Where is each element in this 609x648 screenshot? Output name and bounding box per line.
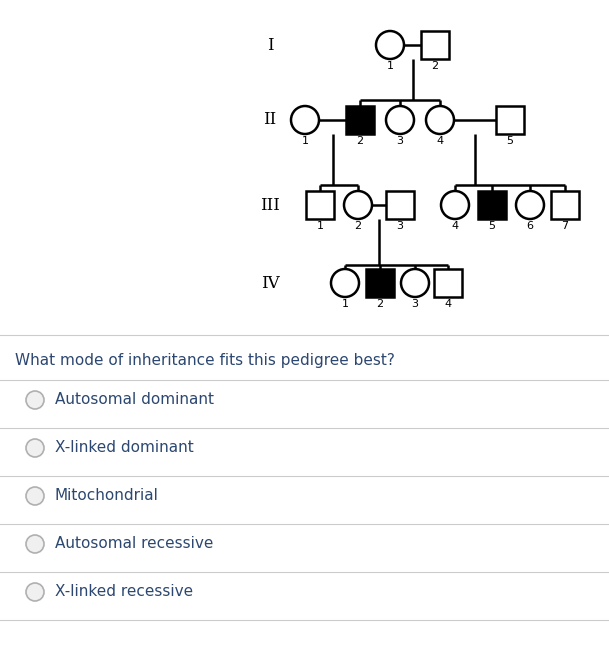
Circle shape [344,191,372,219]
Text: X-linked dominant: X-linked dominant [55,441,194,456]
Circle shape [291,106,319,134]
Circle shape [26,487,44,505]
Text: 4: 4 [437,136,443,146]
Text: Autosomal recessive: Autosomal recessive [55,537,213,551]
Bar [434,269,462,297]
Text: 1: 1 [387,61,393,71]
Circle shape [401,269,429,297]
Circle shape [441,191,469,219]
Bar [421,31,449,59]
Circle shape [376,31,404,59]
Text: 3: 3 [396,136,404,146]
Text: 1: 1 [317,221,323,231]
Text: 3: 3 [412,299,418,309]
Circle shape [26,535,44,553]
Circle shape [426,106,454,134]
Text: 2: 2 [356,136,364,146]
Circle shape [26,391,44,409]
Text: 4: 4 [451,221,459,231]
Text: 5: 5 [488,221,496,231]
Text: 1: 1 [342,299,348,309]
Text: 3: 3 [396,221,404,231]
Text: 2: 2 [431,61,438,71]
Text: III: III [260,196,280,213]
Bar [346,106,374,134]
Circle shape [26,439,44,457]
Circle shape [386,106,414,134]
Text: What mode of inheritance fits this pedigree best?: What mode of inheritance fits this pedig… [15,353,395,367]
Text: 4: 4 [445,299,451,309]
Text: X-linked recessive: X-linked recessive [55,584,193,599]
Text: 5: 5 [507,136,513,146]
Text: 1: 1 [301,136,309,146]
Text: IV: IV [261,275,280,292]
Bar [386,191,414,219]
Bar [551,191,579,219]
Text: 7: 7 [561,221,569,231]
Text: 2: 2 [354,221,362,231]
Text: I: I [267,36,273,54]
Text: 6: 6 [527,221,533,231]
Bar [366,269,394,297]
Text: 2: 2 [376,299,384,309]
Circle shape [331,269,359,297]
Bar [496,106,524,134]
Text: II: II [263,111,276,128]
Text: Mitochondrial: Mitochondrial [55,489,159,503]
Bar [478,191,506,219]
Circle shape [516,191,544,219]
Bar [306,191,334,219]
Text: Autosomal dominant: Autosomal dominant [55,393,214,408]
Circle shape [26,583,44,601]
